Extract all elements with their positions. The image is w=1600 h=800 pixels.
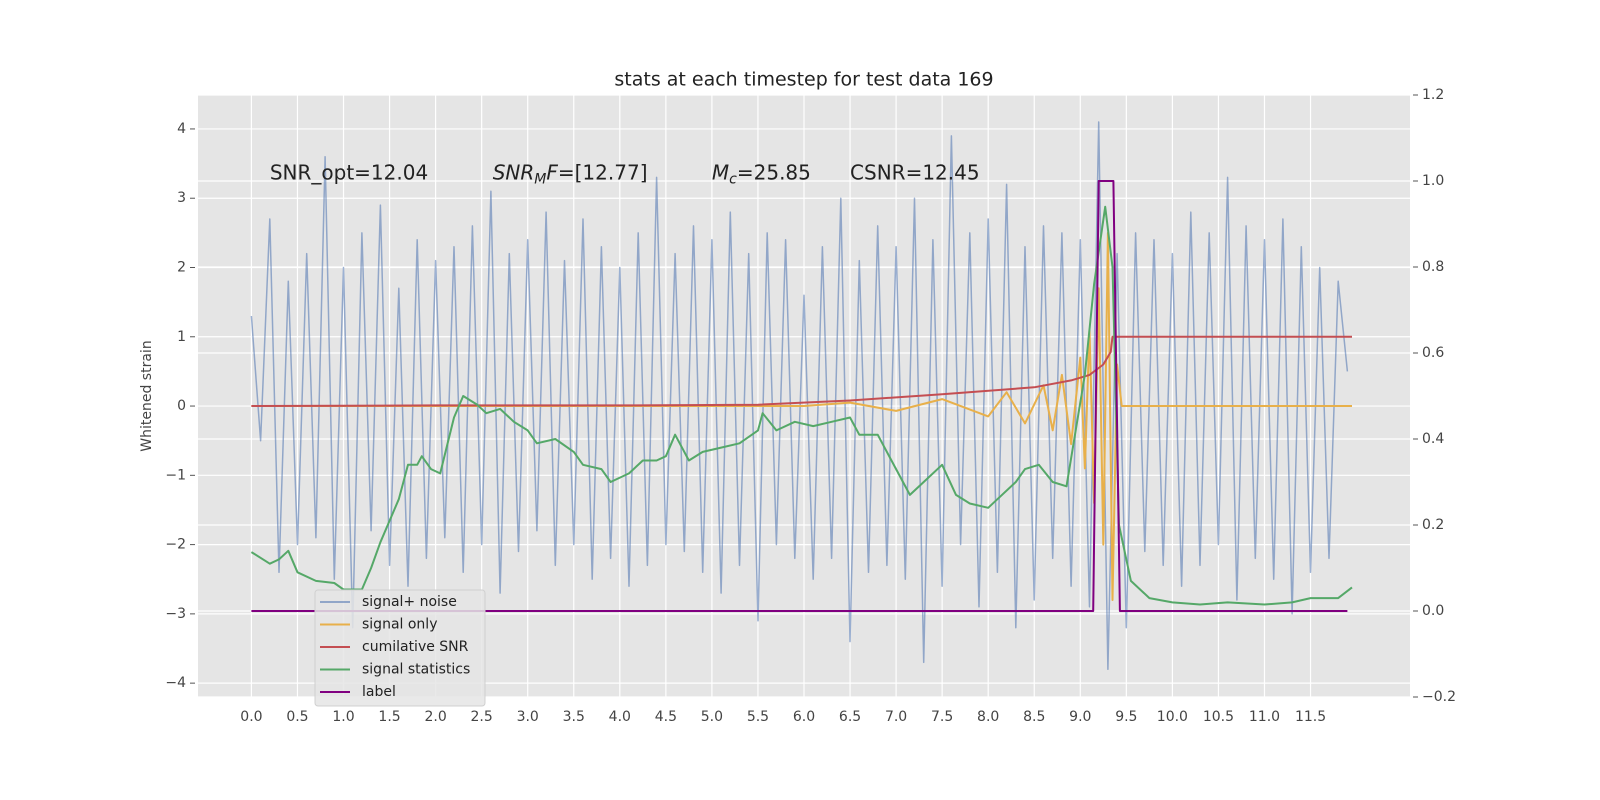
x-tick-label: 5.0 [701, 709, 723, 725]
y-tick-label: −3 [165, 606, 186, 622]
annotation-part: SNR [493, 160, 535, 184]
legend-label: signal+ noise [362, 594, 457, 610]
x-tick-label: 5.5 [747, 709, 769, 725]
y2-tick-label: −0.2 [1422, 689, 1456, 705]
annotation-part: CSNR=12.45 [850, 160, 980, 184]
x-tick-label: 6.0 [793, 709, 815, 725]
chart-title: stats at each timestep for test data 169 [614, 69, 993, 91]
y2-tick-label: 1.2 [1422, 87, 1444, 103]
annotation: SNRMF=[12.77] [493, 160, 648, 188]
series-line [251, 180, 1348, 612]
annotation-part: =25.85 [737, 160, 811, 184]
annotation: SNR_opt=12.04 [270, 160, 428, 184]
y-tick-label: −2 [165, 537, 186, 553]
x-tick-label: 7.0 [885, 709, 907, 725]
x-tick-label: 8.5 [1023, 709, 1045, 725]
y-tick-label: 0 [177, 398, 186, 414]
x-tick-label: 6.5 [839, 709, 861, 725]
y-tick-label: 4 [177, 121, 186, 137]
annotation-part: c [729, 171, 737, 187]
y2-tick-label: 0.4 [1422, 431, 1444, 447]
x-tick-label: 2.5 [471, 709, 493, 725]
series-line [250, 121, 1349, 671]
x-tick-label: 9.5 [1115, 709, 1137, 725]
x-tick-label: 10.0 [1157, 709, 1188, 725]
x-tick-label: 4.5 [655, 709, 677, 725]
annotation: Mc=25.85 [712, 160, 811, 188]
legend-label: signal statistics [362, 662, 470, 678]
x-tick-label: 8.0 [977, 709, 999, 725]
annotation-part: M [534, 171, 546, 187]
x-tick-label: 0.5 [286, 709, 308, 725]
y2-tick-label: 0.2 [1422, 517, 1444, 533]
annotation-part: F [546, 160, 558, 184]
x-tick-label: 0.0 [240, 709, 262, 725]
x-tick-label: 4.0 [609, 709, 631, 725]
y-tick-label: −4 [165, 675, 186, 691]
annotation: CSNR=12.45 [850, 160, 980, 184]
y-tick-label: 1 [177, 329, 186, 345]
y-axis-label: Whitened strain [139, 340, 155, 451]
annotation-part: M [712, 160, 729, 184]
y2-tick-label: 1.0 [1422, 173, 1444, 189]
legend-box [314, 589, 486, 707]
x-tick-label: 3.5 [563, 709, 585, 725]
annotation-part: =[12.77] [558, 160, 648, 184]
y-tick-label: 3 [177, 190, 186, 206]
annotation-part: SNR_opt=12.04 [270, 160, 428, 184]
series-line [251, 335, 1352, 407]
legend-label: label [362, 684, 396, 700]
y2-tick-label: 0.6 [1422, 345, 1444, 361]
y2-tick-label: 0.0 [1422, 603, 1444, 619]
x-tick-label: 3.0 [517, 709, 539, 725]
legend-label: cumilative SNR [362, 639, 469, 655]
y-tick-label: 2 [177, 259, 186, 275]
y2-tick-label: 0.8 [1422, 259, 1444, 275]
x-tick-label: 1.5 [378, 709, 400, 725]
y-tick-label: −1 [165, 467, 186, 483]
x-tick-label: 10.5 [1203, 709, 1234, 725]
x-tick-label: 9.0 [1069, 709, 1091, 725]
x-tick-label: 11.5 [1295, 709, 1326, 725]
x-tick-label: 1.0 [332, 709, 354, 725]
x-tick-label: 2.0 [424, 709, 446, 725]
x-tick-label: 7.5 [931, 709, 953, 725]
x-tick-label: 11.0 [1249, 709, 1280, 725]
legend-label: signal only [362, 617, 437, 633]
